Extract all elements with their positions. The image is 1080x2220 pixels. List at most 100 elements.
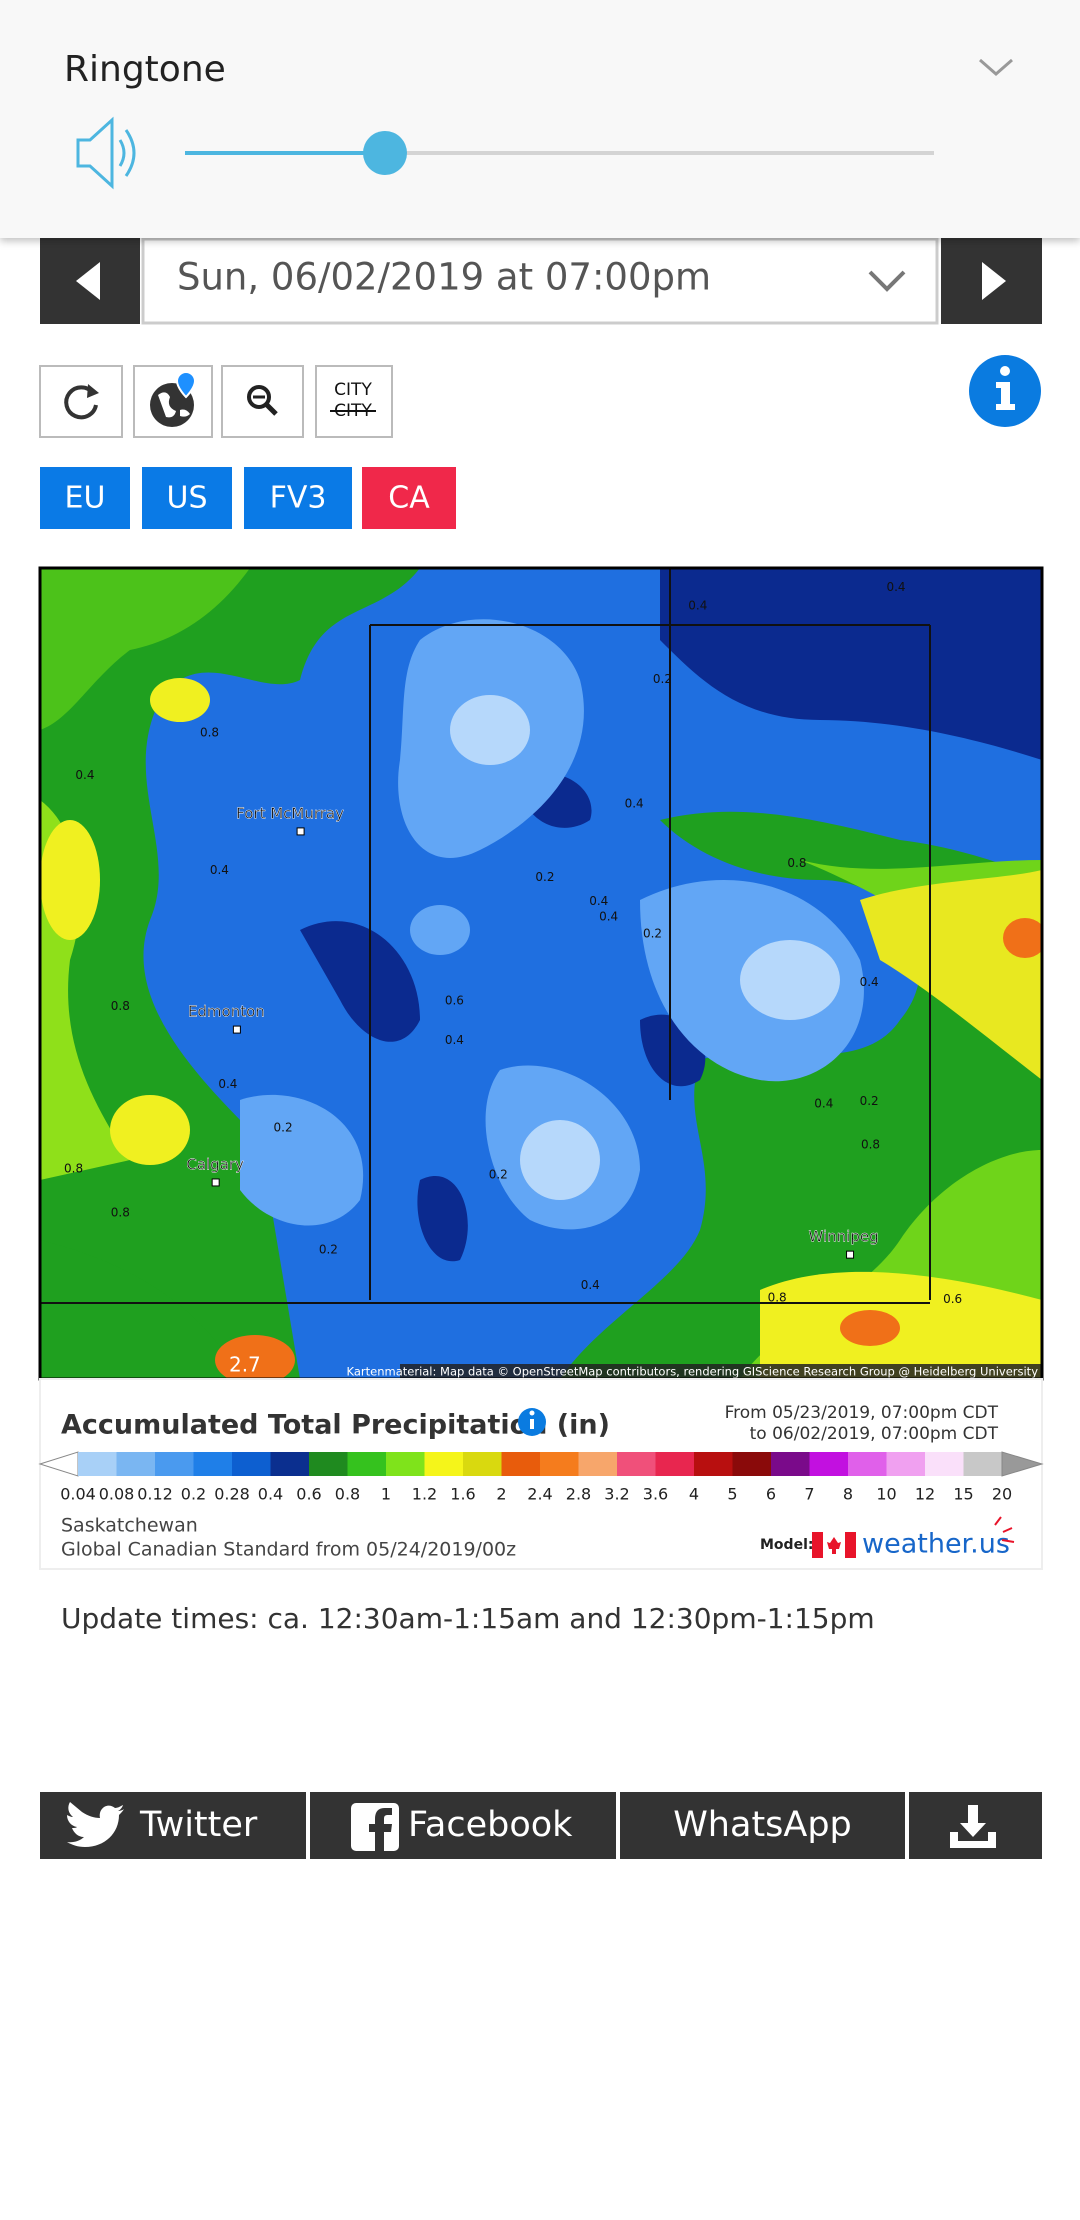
pin-icon: [175, 370, 197, 399]
bar-segment: [732, 1452, 772, 1476]
map-yellow: [110, 1095, 190, 1165]
legend-info-dot: [529, 1410, 535, 1416]
scale-label: 3.2: [604, 1485, 629, 1504]
scale-label: 20: [992, 1485, 1012, 1504]
bar-segment: [963, 1452, 1003, 1476]
contour-label: 0.2: [860, 1094, 879, 1108]
scale-label: 5: [727, 1485, 737, 1504]
map-light-blue: [410, 905, 470, 955]
model-buttons: EU US FV3 CA: [40, 467, 456, 529]
bar-segment: [347, 1452, 387, 1476]
contour-label: 0.4: [599, 910, 618, 924]
bar-segment: [232, 1452, 271, 1476]
model-button[interactable]: [362, 467, 456, 529]
info-dot: [1000, 366, 1010, 376]
share-button[interactable]: [620, 1792, 905, 1859]
model-button[interactable]: [40, 467, 130, 529]
contour-label: 0.4: [445, 1033, 464, 1047]
map-pale-blue: [450, 695, 530, 765]
map-yellow: [860, 870, 1042, 1080]
city-name: Winnipeg: [808, 1228, 878, 1246]
select-chevron: [868, 270, 906, 292]
map-green: [40, 1240, 240, 1379]
brand: weather.us: [862, 1529, 1010, 1560]
bar-segment: [463, 1452, 502, 1476]
scale-label: 0.28: [214, 1485, 250, 1504]
scale-label: 15: [953, 1485, 973, 1504]
color-bar: 0.04 0.08 0.12 0.2 0.28 0.4 0.6 0.8 1 1.2 1.6 2 2.4 2…: [38, 1451, 1044, 1504]
prev-icon: [76, 262, 100, 300]
map-orange: [840, 1310, 900, 1346]
map-labels: Fort McMurray Edmonton Calgary Winnipeg 0.4 0…: [64, 580, 1038, 1379]
share-bar: Twitter Facebook WhatsApp: [40, 1792, 905, 1859]
map-yellow: [40, 820, 100, 940]
scale-label: 4: [689, 1485, 699, 1504]
city-dot: [211, 1178, 220, 1187]
zoom-icon: [247, 385, 271, 409]
refresh-button[interactable]: [39, 365, 123, 438]
city-dot: [232, 1025, 241, 1034]
contour-label: 0.4: [625, 797, 644, 811]
model-button[interactable]: [244, 467, 352, 529]
map-attribution: Kartenmaterial: Map data © OpenStreetMap…: [347, 1365, 1039, 1379]
bar-segment: [655, 1452, 695, 1476]
contour-label: 0.8: [861, 1138, 880, 1152]
model-label: FV3: [270, 481, 327, 516]
legend-run: Global Canadian Standard from 05/24/2019…: [61, 1539, 516, 1561]
bar-segment: [501, 1452, 541, 1476]
contour-label: 0.6: [943, 1292, 962, 1306]
contour-label: 0.2: [489, 1167, 508, 1181]
scale-label: 0.12: [137, 1485, 173, 1504]
scale-label: 12: [915, 1485, 935, 1504]
next-icon: [982, 262, 1006, 300]
contour-label: 0.8: [64, 1162, 83, 1176]
contour-label: 0.4: [75, 768, 94, 782]
facebook-f: [369, 1808, 392, 1851]
bar-segment: [424, 1452, 464, 1476]
map-green: [40, 568, 420, 1379]
city-dot: [296, 827, 305, 836]
contour-label: 0.4: [886, 580, 905, 594]
scale-label: 2.4: [527, 1485, 552, 1504]
brand-sun: [994, 1516, 1015, 1543]
bar-segment: [886, 1452, 926, 1476]
map-orange: [1003, 918, 1042, 958]
expand-chevron[interactable]: [979, 58, 1013, 76]
speaker-waves: [118, 129, 136, 177]
bar-segment: [270, 1452, 310, 1476]
city-button[interactable]: [315, 365, 393, 438]
scale-label: 1.6: [450, 1485, 475, 1504]
model-button[interactable]: [142, 467, 232, 529]
scale-label: 0.4: [258, 1485, 283, 1504]
contour-label: 0.2: [535, 870, 554, 884]
speaker-icon[interactable]: [76, 116, 114, 190]
legend-info-glyph: [530, 1419, 534, 1429]
contour-label: 0.4: [688, 598, 707, 612]
province-border: [40, 568, 931, 1304]
volume-thumb[interactable]: [363, 131, 407, 175]
refresh-arrow: [87, 384, 99, 398]
map-navy: [660, 568, 1042, 760]
bar-segment: [386, 1452, 425, 1476]
contour-label: 0.6: [445, 993, 464, 1007]
contour-label: 0.2: [653, 672, 672, 686]
bar-segment: [925, 1452, 964, 1476]
info-glyph: [996, 382, 1015, 410]
date-select[interactable]: [141, 237, 939, 325]
city-label: CITY: [334, 380, 372, 400]
bar-segment: [578, 1452, 618, 1476]
attribution-bar: [400, 1364, 1042, 1379]
map-pale-blue: [520, 1120, 600, 1200]
contour-label: 0.4: [581, 1278, 600, 1292]
bar-segment: [694, 1452, 733, 1476]
city-name: Fort McMurray: [236, 804, 344, 822]
city-dot: [846, 1250, 855, 1259]
map-light-blue: [240, 1094, 364, 1226]
download-icon: [950, 1805, 996, 1848]
scale-label: 7: [804, 1485, 814, 1504]
zoom-out-button[interactable]: [221, 365, 304, 438]
scale-label: 1.2: [412, 1485, 437, 1504]
contour-label: 0.8: [111, 999, 130, 1013]
date-text: Sun, 06/02/2019 at 07:00pm: [177, 256, 711, 299]
